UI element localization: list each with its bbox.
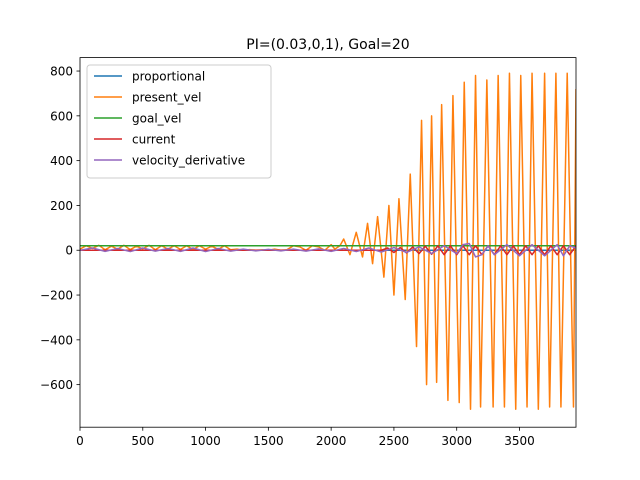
series-layer: [80, 72, 576, 411]
y-tick-label: −600: [40, 378, 73, 392]
legend-box: [86, 64, 272, 179]
legend-label-present_vel: present_vel: [132, 91, 201, 105]
x-tick-label: 3500: [504, 434, 535, 448]
x-tick-label: 0: [76, 434, 84, 448]
x-tick-label: 3000: [441, 434, 472, 448]
x-axis: 0 500 1000 1500 2000 2500 3000 3500: [76, 427, 535, 448]
y-tick-label: 400: [50, 154, 73, 168]
y-axis: −600 −400 −200 0 200 400 600 800: [40, 65, 80, 392]
x-tick-label: 1500: [253, 434, 284, 448]
y-tick-label: 0: [65, 244, 73, 258]
x-tick-label: 2500: [379, 434, 410, 448]
series-line-velocity_derivative: [80, 242, 576, 258]
legend-label-goal_vel: goal_vel: [132, 112, 181, 126]
x-tick-label: 1000: [190, 434, 221, 448]
plot-frame: [79, 57, 577, 428]
legend-label-proportional: proportional: [132, 70, 205, 84]
legend-label-velocity_derivative: velocity_derivative: [132, 154, 245, 168]
y-tick-label: −200: [40, 289, 73, 303]
y-tick-label: 200: [50, 199, 73, 213]
chart-title: PI=(0.03,0,1), Goal=20: [246, 37, 409, 53]
x-tick-label: 2000: [316, 434, 347, 448]
y-tick-label: 600: [50, 109, 73, 123]
legend-label-current: current: [132, 133, 176, 147]
y-tick-label: −400: [40, 333, 73, 347]
x-tick-label: 500: [131, 434, 154, 448]
y-tick-label: 800: [50, 65, 73, 79]
